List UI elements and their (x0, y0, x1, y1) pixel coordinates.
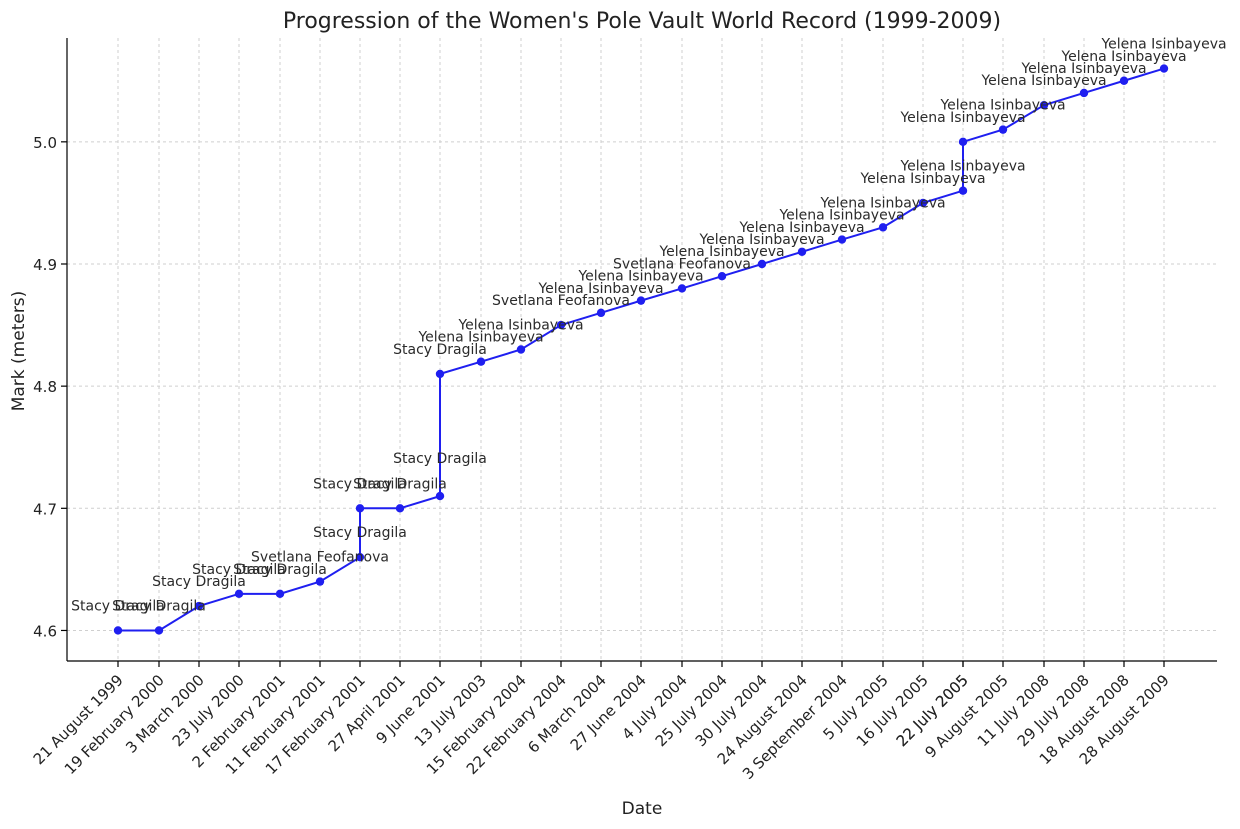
data-point (113, 626, 123, 635)
data-point (958, 186, 968, 195)
data-point (1159, 64, 1169, 73)
data-point (1119, 76, 1129, 85)
point-label: Yelena Isinbayeva (899, 159, 1025, 175)
x-axis-label: Date (622, 799, 663, 819)
data-point (234, 589, 244, 599)
data-point (1039, 100, 1049, 110)
y-tick-label: 4.6 (33, 622, 57, 640)
point-label: Yelena Isinbayeva (1020, 61, 1146, 77)
data-point (757, 259, 767, 269)
point-label: Stacy Dragila (313, 525, 407, 541)
point-label: Yelena Isinbayeva (738, 220, 864, 236)
data-point (837, 235, 847, 244)
point-label: Yelena Isinbayeva (939, 98, 1065, 114)
data-point (315, 577, 325, 586)
point-label: Yelena Isinbayeva (859, 171, 985, 187)
data-point (355, 504, 365, 513)
point-label: Yelena Isinbayeva (537, 281, 663, 297)
point-label: Yelena Isinbayeva (577, 269, 703, 285)
data-point (596, 308, 606, 318)
data-point (1079, 88, 1089, 98)
grid-layer (67, 38, 1217, 661)
point-label: Stacy Dragila (152, 574, 246, 590)
point-label: Yelena Isinbayeva (819, 195, 945, 211)
point-label: Svetlana Feofanova (251, 550, 389, 566)
point-layer (113, 64, 1169, 635)
point-label: Yelena Isinbayeva (658, 244, 784, 260)
point-label: Stacy Dragila (112, 598, 206, 614)
data-point (435, 491, 445, 501)
data-point (556, 320, 566, 330)
data-point (154, 626, 164, 635)
data-point (636, 296, 646, 305)
y-axis-label: Mark (meters) (9, 291, 29, 412)
point-label: Yelena Isinbayeva (698, 232, 824, 248)
y-tick-label: 5.0 (33, 134, 57, 152)
point-label: Yelena Isinbayeva (1100, 37, 1226, 53)
point-label: Yelena Isinbayeva (457, 318, 583, 334)
y-tick-label: 4.9 (33, 256, 57, 274)
point-label: Svetlana Feofanova (492, 293, 630, 309)
point-label: Svetlana Feofanova (613, 256, 751, 272)
data-point (194, 601, 204, 611)
series-line (118, 67, 1165, 632)
data-point (918, 198, 928, 208)
y-tick-label: 4.8 (33, 378, 57, 396)
data-point (677, 284, 687, 293)
data-point (998, 125, 1008, 134)
data-point (395, 504, 405, 513)
point-label: Yelena Isinbayeva (899, 110, 1025, 126)
point-label: Yelena Isinbayeva (1060, 49, 1186, 65)
point-label: Yelena Isinbayeva (417, 330, 543, 346)
point-label: Stacy Dragila (313, 476, 407, 492)
data-point (717, 272, 727, 281)
point-label: Stacy Dragila (71, 598, 165, 614)
data-point (958, 137, 968, 147)
point-label: Stacy Dragila (353, 476, 447, 492)
point-label: Yelena Isinbayeva (778, 208, 904, 224)
data-point (516, 345, 526, 354)
point-label: Stacy Dragila (393, 342, 487, 358)
point-label: Yelena Isinbayeva (980, 73, 1106, 89)
point-label: Stacy Dragila (233, 562, 327, 578)
chart-title: Progression of the Women's Pole Vault Wo… (283, 9, 1001, 34)
data-point (476, 357, 486, 366)
data-point (275, 589, 285, 599)
data-point (355, 552, 365, 562)
point-label: Stacy Dragila (393, 451, 487, 467)
data-point (435, 369, 445, 379)
data-point (878, 223, 888, 232)
point-label: Stacy Dragila (192, 562, 286, 578)
series-layer (118, 67, 1165, 632)
data-point (797, 247, 807, 256)
y-tick-label: 4.7 (33, 500, 57, 518)
